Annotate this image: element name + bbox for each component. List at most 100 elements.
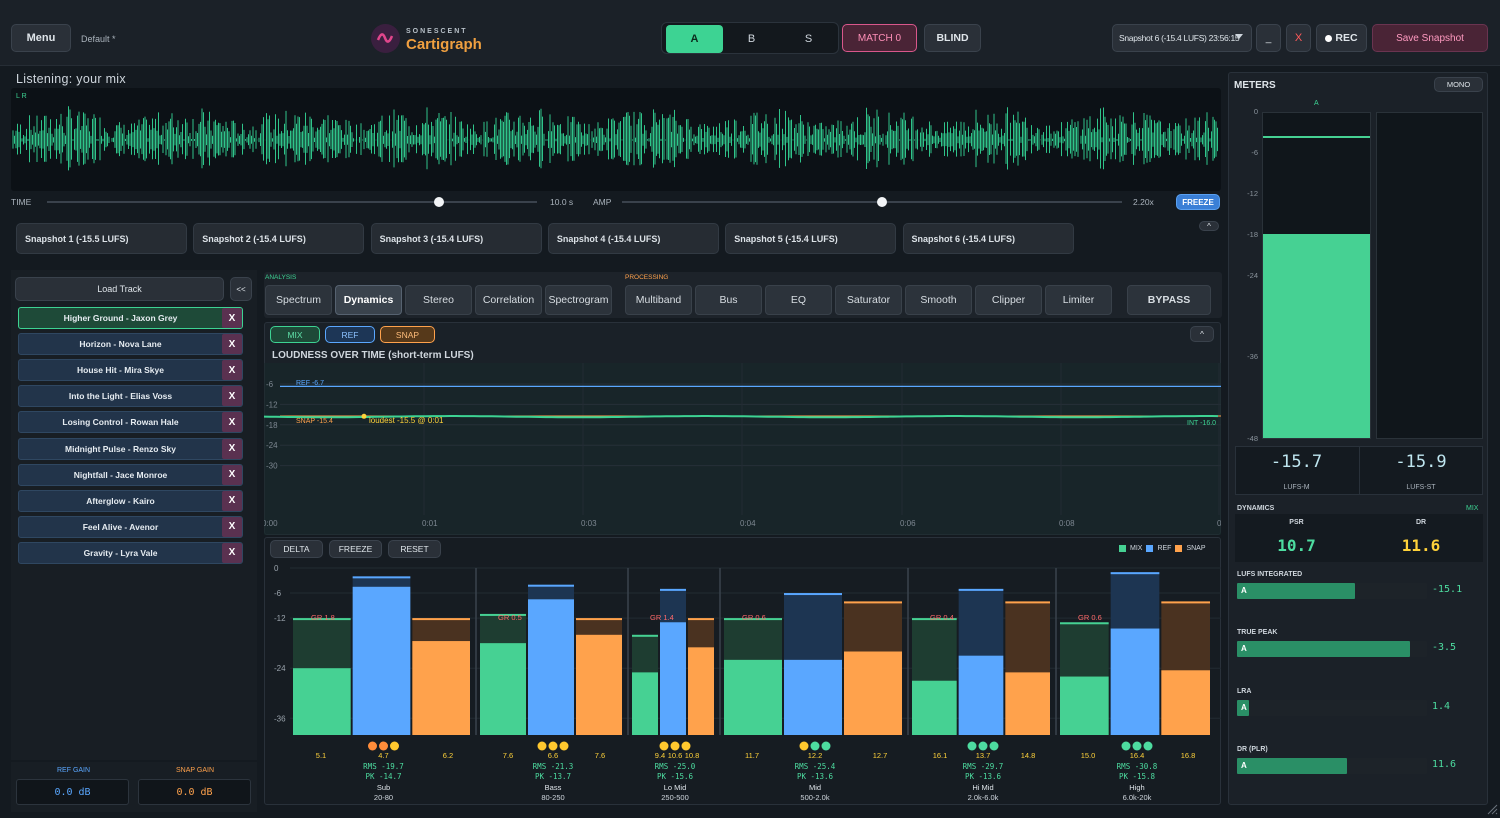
- band-range: 2.0k-6.0k: [968, 793, 999, 802]
- track-item[interactable]: Losing Control - Rowan Hale X: [18, 411, 243, 434]
- preset-selector[interactable]: Default *: [81, 34, 116, 44]
- tab-dynamics[interactable]: Dynamics: [335, 285, 402, 315]
- track-title: Nightfall - Jace Monroe: [73, 469, 168, 480]
- remove-track-button[interactable]: X: [222, 464, 242, 485]
- brand-company: SONESCENT: [406, 28, 468, 35]
- meter-scale-tick: -6: [1251, 147, 1258, 157]
- band-mid[interactable]: GR 0.6 11.7 12.2 12.7 RMS -25.4PK -13.6 Mid50…: [719, 568, 902, 802]
- ref-gain-field[interactable]: 0.0 dB: [16, 779, 129, 805]
- loudness-chart[interactable]: -6 -12 -18 -24 -30 0:00 0:01 0:03 0:04 0:06 0:08 0:: [264, 363, 1221, 535]
- time-slider[interactable]: [47, 197, 537, 207]
- track-item[interactable]: Afterglow - Kairo X: [18, 489, 243, 512]
- snapshot-button[interactable]: Snapshot 3 (-15.4 LUFS): [370, 223, 542, 254]
- band-high[interactable]: GR 0.6 15.0 16.4 16.8 RMS -30.8PK -15.8 High6…: [1055, 568, 1210, 802]
- snapshot-button[interactable]: Snapshot 1 (-15.5 LUFS): [16, 223, 187, 254]
- remove-track-button[interactable]: X: [222, 412, 242, 433]
- track-item[interactable]: Midnight Pulse - Renzo Sky X: [18, 437, 243, 460]
- chip-snap[interactable]: SNAP: [380, 326, 435, 343]
- track-item[interactable]: House Hit - Mira Skye X: [18, 359, 243, 382]
- snapshot-collapse-button[interactable]: ^: [1199, 221, 1219, 231]
- band-freeze-button[interactable]: FREEZE: [329, 540, 382, 558]
- waveform-display[interactable]: L R: [11, 88, 1221, 191]
- tab-eq[interactable]: EQ: [765, 285, 832, 315]
- snapshot-button[interactable]: Snapshot 6 (-15.4 LUFS): [902, 223, 1074, 254]
- band-center-value: 10.6: [668, 751, 683, 760]
- snap-gain-field[interactable]: 0.0 dB: [138, 779, 251, 805]
- band-y-tick: 0: [274, 564, 279, 573]
- band-hi-mid[interactable]: GR 0.4 16.1 13.7 14.8 RMS -29.7PK -13.6 Hi Mi…: [907, 568, 1050, 802]
- band-lo-mid[interactable]: GR 1.4 9.4 10.6 10.8 RMS -25.0PK -15.6 Lo Mid…: [627, 568, 714, 802]
- seg-a-button[interactable]: A: [666, 25, 723, 53]
- tab-multiband[interactable]: Multiband: [625, 285, 692, 315]
- mono-button[interactable]: MONO: [1434, 77, 1483, 92]
- minimize-button[interactable]: _: [1256, 24, 1281, 52]
- snapshot-button[interactable]: Snapshot 4 (-15.4 LUFS): [547, 223, 719, 254]
- mix-peak-cap: [724, 618, 782, 621]
- tab-saturator[interactable]: Saturator: [835, 285, 902, 315]
- snapshot-select[interactable]: Snapshot 6 (-15.4 LUFS) 23:56:15: [1112, 24, 1252, 52]
- amp-value: 2.20x: [1133, 197, 1154, 207]
- tab-spectrogram[interactable]: Spectrogram: [545, 285, 612, 315]
- amp-slider-handle[interactable]: [877, 197, 887, 207]
- loudness-collapse-button[interactable]: ^: [1190, 326, 1214, 342]
- match-button[interactable]: MATCH 0: [842, 24, 917, 52]
- bypass-button[interactable]: BYPASS: [1127, 285, 1211, 315]
- dynamics-label: DYNAMICS: [1237, 505, 1275, 512]
- remove-track-button[interactable]: X: [222, 490, 242, 511]
- load-track-button[interactable]: Load Track: [15, 277, 224, 301]
- tab-limiter[interactable]: Limiter: [1045, 285, 1112, 315]
- remove-track-button[interactable]: X: [222, 516, 242, 537]
- remove-track-button[interactable]: X: [222, 542, 242, 563]
- tab-stereo[interactable]: Stereo: [405, 285, 472, 315]
- ref-level-label: REF -6.7: [296, 380, 325, 387]
- tab-smooth[interactable]: Smooth: [905, 285, 972, 315]
- chip-ref[interactable]: REF: [325, 326, 375, 343]
- remove-track-button[interactable]: X: [222, 308, 242, 328]
- track-item[interactable]: Higher Ground - Jaxon Grey X: [18, 307, 243, 329]
- snapshot-button[interactable]: Snapshot 2 (-15.4 LUFS): [193, 223, 365, 254]
- band-left-value: 7.6: [503, 751, 513, 760]
- rec-button[interactable]: REC: [1316, 24, 1367, 52]
- close-button[interactable]: X: [1286, 24, 1311, 52]
- band-name: Sub: [377, 783, 390, 792]
- seg-b-button[interactable]: B: [747, 33, 756, 45]
- time-slider-handle[interactable]: [434, 197, 444, 207]
- band-left-value: 11.7: [745, 751, 759, 760]
- delta-button[interactable]: DELTA: [270, 540, 323, 558]
- track-item[interactable]: Nightfall - Jace Monroe X: [18, 463, 243, 486]
- metric-tag: A: [1241, 760, 1247, 770]
- blind-button[interactable]: BLIND: [924, 24, 981, 52]
- band-name: Hi Mid: [972, 783, 993, 792]
- remove-track-button[interactable]: X: [222, 386, 242, 407]
- amp-slider[interactable]: [622, 197, 1122, 207]
- remove-track-button[interactable]: X: [222, 360, 242, 381]
- menu-button[interactable]: Menu: [11, 24, 71, 52]
- remove-track-button[interactable]: X: [222, 438, 242, 459]
- gain-reduction-label: GR 0.4: [930, 613, 954, 622]
- loudness-x-tick: 0:04: [740, 519, 756, 528]
- seg-s-button[interactable]: S: [804, 33, 813, 45]
- ref-peak-cap: [784, 593, 842, 596]
- metric-label: LRA: [1237, 687, 1252, 695]
- freeze-wave-button[interactable]: FREEZE: [1176, 194, 1220, 210]
- track-item[interactable]: Into the Light - Elias Voss X: [18, 385, 243, 408]
- reset-button[interactable]: RESET: [388, 540, 441, 558]
- track-item[interactable]: Horizon - Nova Lane X: [18, 333, 243, 356]
- snapshot-button[interactable]: Snapshot 5 (-15.4 LUFS): [725, 223, 897, 254]
- meters-title: METERS: [1234, 80, 1276, 91]
- tab-bus[interactable]: Bus: [695, 285, 762, 315]
- tab-clipper[interactable]: Clipper: [975, 285, 1042, 315]
- band-bass[interactable]: GR 0.5 7.6 6.6 7.6 RMS -21.3PK -13.7 Bass80-2…: [475, 568, 622, 802]
- resize-grip-icon[interactable]: [1486, 803, 1498, 815]
- save-snapshot-button[interactable]: Save Snapshot: [1372, 24, 1488, 52]
- band-rms: RMS -25.4: [795, 762, 836, 771]
- track-item[interactable]: Feel Alive - Avenor X: [18, 515, 243, 538]
- chip-mix[interactable]: MIX: [270, 326, 320, 343]
- tab-correlation[interactable]: Correlation: [475, 285, 542, 315]
- remove-track-button[interactable]: X: [222, 334, 242, 355]
- collapse-tracks-button[interactable]: <<: [230, 277, 252, 301]
- track-item[interactable]: Gravity - Lyra Vale X: [18, 541, 243, 564]
- tab-spectrum[interactable]: Spectrum: [265, 285, 332, 315]
